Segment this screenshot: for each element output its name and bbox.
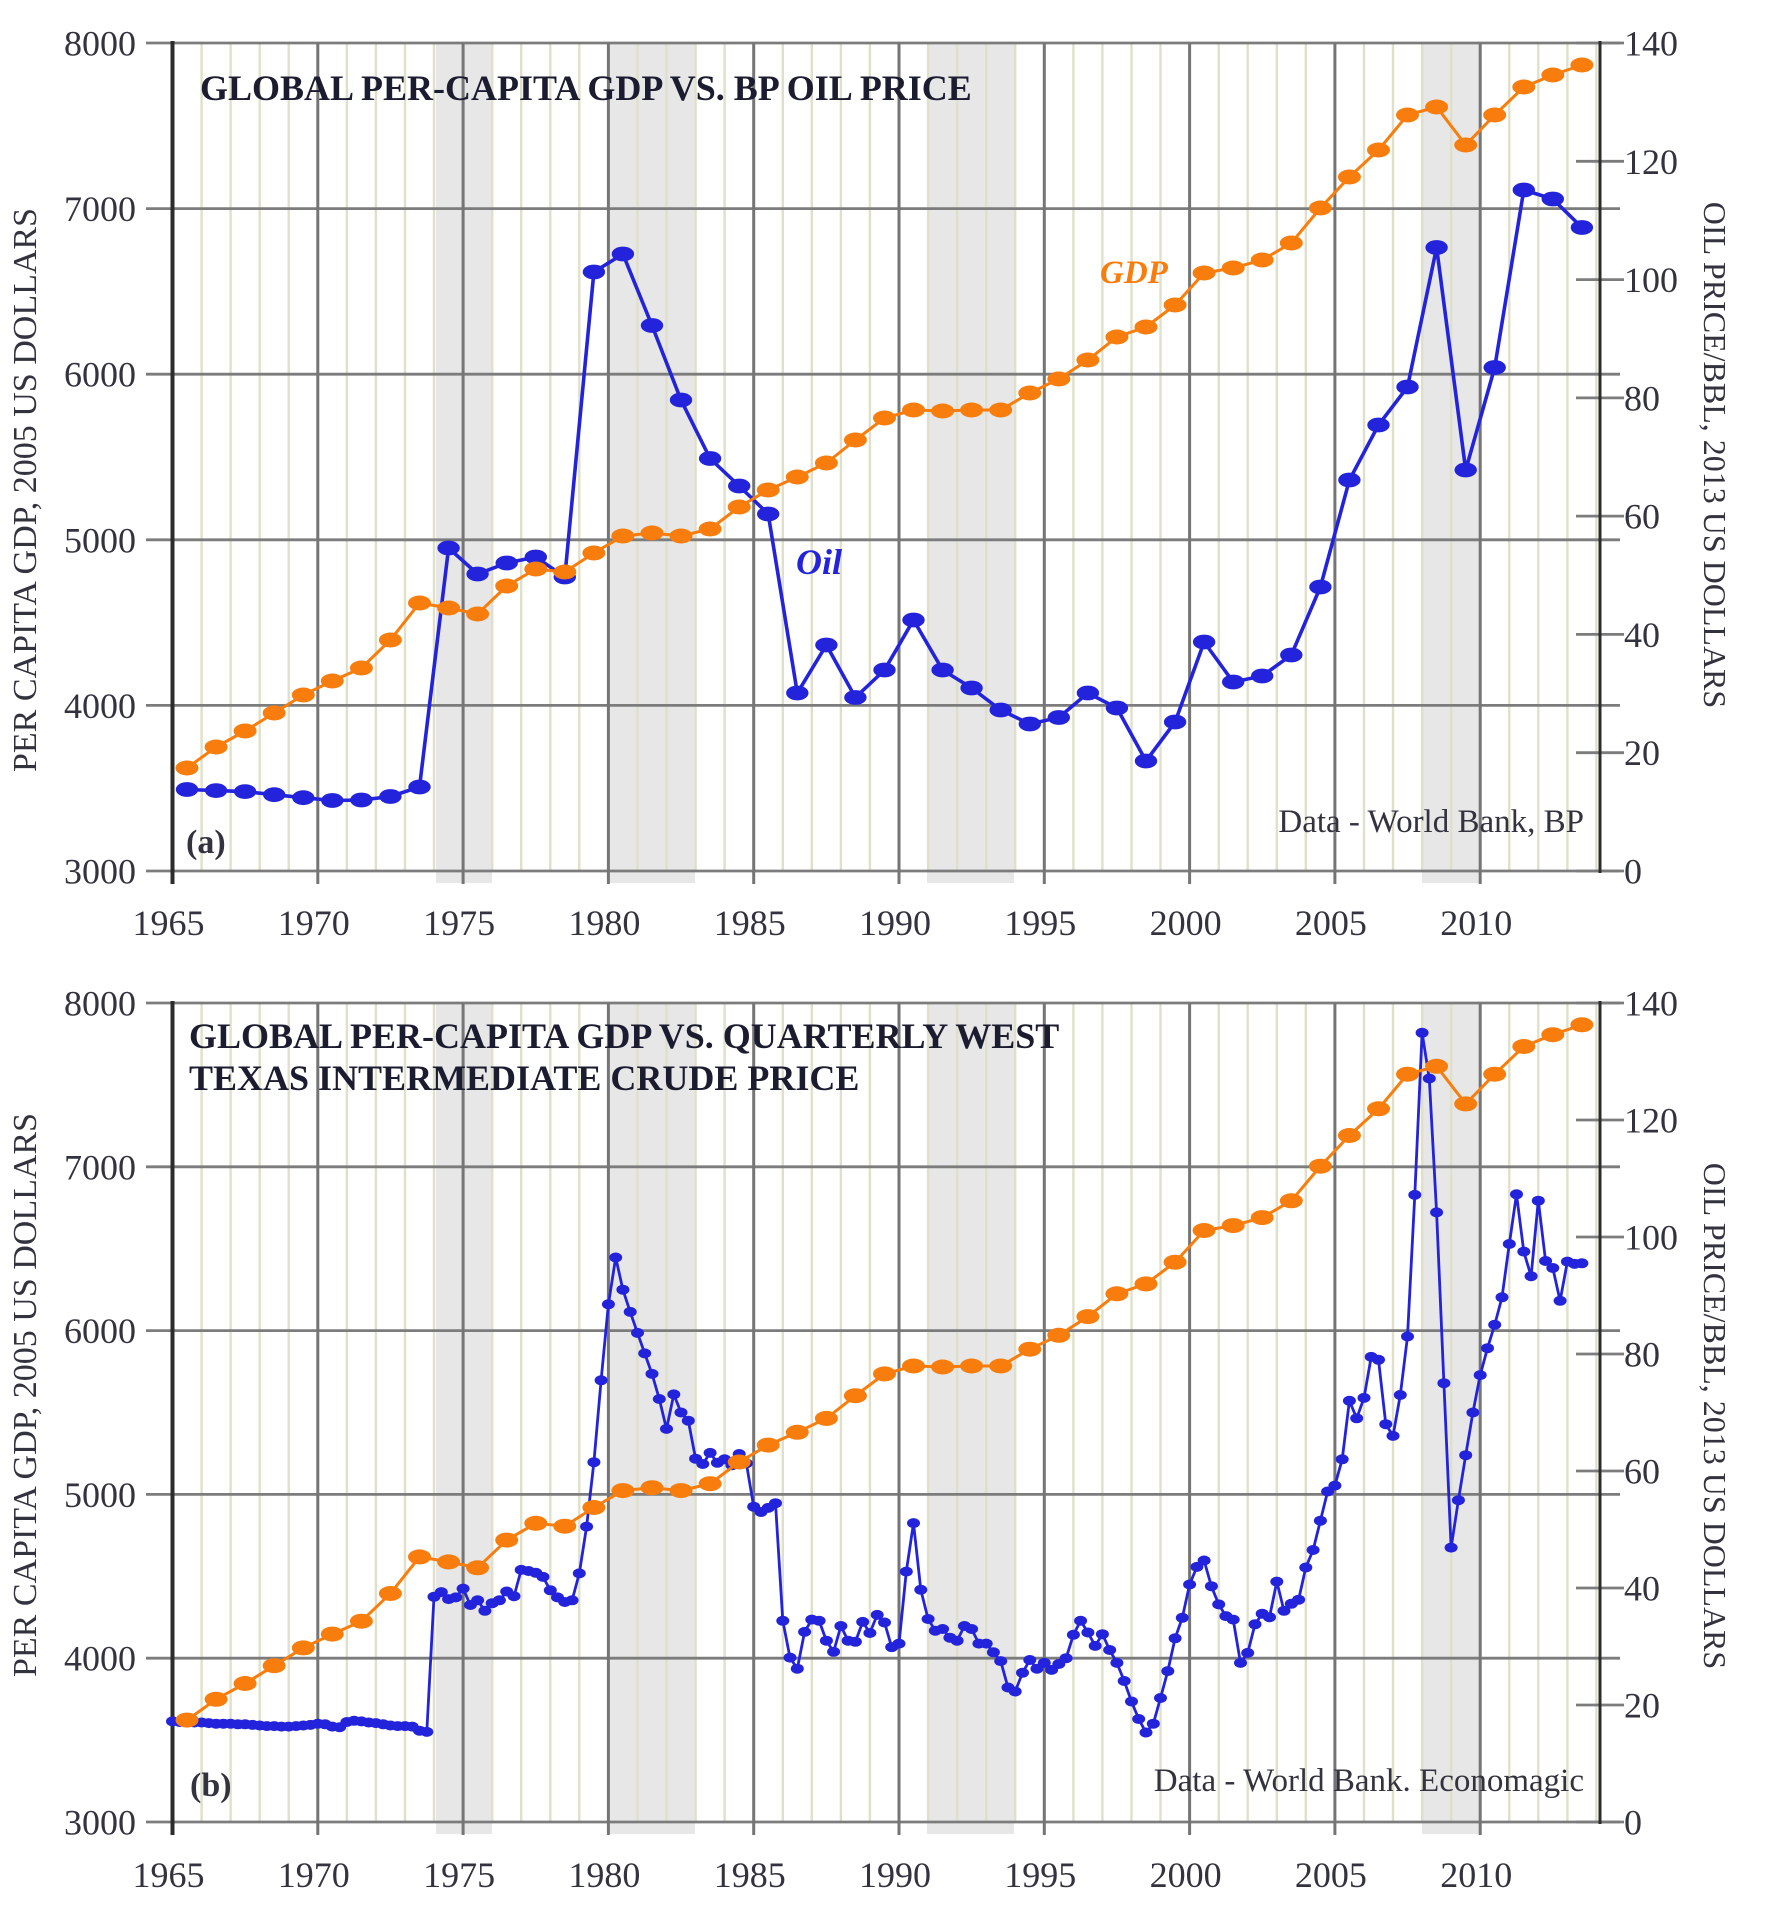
svg-text:7000: 7000	[64, 1147, 136, 1187]
svg-text:5000: 5000	[64, 1475, 136, 1515]
svg-text:GDP: GDP	[1100, 255, 1169, 291]
svg-text:PER CAPITA GDP, 2005 US DOLLAR: PER CAPITA GDP, 2005 US DOLLARS	[7, 1113, 44, 1677]
svg-text:OIL PRICE/BBL, 2013 US DOLLARS: OIL PRICE/BBL, 2013 US DOLLARS	[1697, 1163, 1733, 1669]
svg-text:PER CAPITA GDP, 2005 US DOLLAR: PER CAPITA GDP, 2005 US DOLLARS	[7, 208, 44, 772]
svg-text:1990: 1990	[859, 1855, 931, 1895]
svg-text:(a): (a)	[186, 824, 226, 861]
svg-text:0: 0	[1624, 1803, 1642, 1843]
svg-text:TEXAS INTERMEDIATE CRUDE PRICE: TEXAS INTERMEDIATE CRUDE PRICE	[189, 1058, 859, 1098]
svg-text:1980: 1980	[568, 1855, 640, 1895]
svg-text:1965: 1965	[133, 903, 205, 943]
svg-text:3000: 3000	[64, 1803, 136, 1843]
svg-text:3000: 3000	[64, 852, 136, 892]
svg-text:100: 100	[1624, 260, 1678, 300]
svg-text:1970: 1970	[278, 1855, 350, 1895]
svg-text:1965: 1965	[133, 1855, 205, 1895]
svg-text:2000: 2000	[1150, 903, 1222, 943]
svg-text:0: 0	[1624, 852, 1642, 892]
svg-text:1970: 1970	[278, 903, 350, 943]
svg-text:Oil: Oil	[796, 542, 842, 582]
svg-text:20: 20	[1624, 1686, 1660, 1726]
svg-text:2005: 2005	[1295, 903, 1367, 943]
svg-text:80: 80	[1624, 378, 1660, 418]
svg-text:5000: 5000	[64, 520, 136, 560]
svg-text:2010: 2010	[1440, 1855, 1512, 1895]
svg-text:40: 40	[1624, 615, 1660, 655]
svg-text:(b): (b)	[190, 1767, 232, 1804]
svg-text:140: 140	[1624, 984, 1678, 1024]
svg-text:1985: 1985	[714, 1855, 786, 1895]
svg-text:140: 140	[1624, 24, 1678, 64]
svg-text:100: 100	[1624, 1218, 1678, 1258]
svg-text:120: 120	[1624, 1101, 1678, 1141]
svg-text:6000: 6000	[64, 355, 136, 395]
svg-text:OIL PRICE/BBL, 2013 US DOLLARS: OIL PRICE/BBL, 2013 US DOLLARS	[1697, 202, 1733, 708]
svg-text:2010: 2010	[1440, 903, 1512, 943]
svg-text:2005: 2005	[1295, 1855, 1367, 1895]
svg-text:40: 40	[1624, 1569, 1660, 1609]
svg-text:GLOBAL PER-CAPITA GDP VS. BP O: GLOBAL PER-CAPITA GDP VS. BP OIL PRICE	[200, 68, 972, 108]
svg-text:1995: 1995	[1004, 1855, 1076, 1895]
svg-text:120: 120	[1624, 142, 1678, 182]
svg-text:4000: 4000	[64, 686, 136, 726]
svg-text:60: 60	[1624, 1452, 1660, 1492]
svg-text:80: 80	[1624, 1335, 1660, 1375]
svg-text:20: 20	[1624, 733, 1660, 773]
svg-text:1975: 1975	[423, 1855, 495, 1895]
svg-text:1995: 1995	[1004, 903, 1076, 943]
svg-text:7000: 7000	[64, 189, 136, 229]
svg-text:1975: 1975	[423, 903, 495, 943]
svg-text:1980: 1980	[568, 903, 640, 943]
svg-text:1985: 1985	[714, 903, 786, 943]
svg-text:Data - World Bank, BP: Data - World Bank, BP	[1278, 804, 1584, 840]
svg-text:GLOBAL PER-CAPITA GDP VS. QUAR: GLOBAL PER-CAPITA GDP VS. QUARTERLY WEST	[189, 1016, 1059, 1056]
svg-text:1990: 1990	[859, 903, 931, 943]
svg-text:8000: 8000	[64, 984, 136, 1024]
svg-text:60: 60	[1624, 497, 1660, 537]
svg-text:8000: 8000	[64, 24, 136, 64]
svg-text:4000: 4000	[64, 1639, 136, 1679]
svg-text:6000: 6000	[64, 1311, 136, 1351]
svg-text:2000: 2000	[1150, 1855, 1222, 1895]
svg-text:Data - World Bank. Economagic: Data - World Bank. Economagic	[1154, 1763, 1584, 1799]
